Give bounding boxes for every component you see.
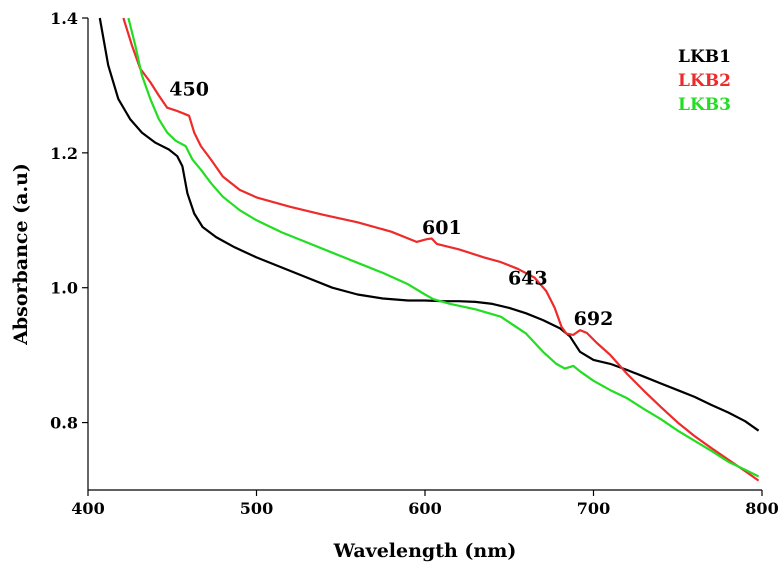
peak-annotation: 692 xyxy=(574,308,614,330)
series-line-lkb3 xyxy=(127,17,760,478)
x-tick-label: 500 xyxy=(240,499,273,518)
legend-label-lkb1: LKB1 xyxy=(678,47,731,67)
y-tick-label: 1.4 xyxy=(50,9,78,28)
legend-label-lkb2: LKB2 xyxy=(678,71,731,91)
x-tick-label: 700 xyxy=(577,499,610,518)
series-line-lkb1 xyxy=(98,17,760,432)
legend-label-lkb3: LKB3 xyxy=(678,95,731,115)
y-tick-label: 1.2 xyxy=(50,144,78,163)
x-tick-label: 400 xyxy=(71,499,104,518)
series-layer xyxy=(98,17,760,482)
ticks-layer: 400 500 600 700 800 0.8 1.0 1.2 1.4 xyxy=(50,9,779,518)
x-tick-label: 800 xyxy=(745,499,778,518)
y-tick-label: 1.0 xyxy=(50,279,78,298)
annotation-layer: 450 601 643 692 xyxy=(169,79,613,330)
y-axis-title: Absorbance (a.u) xyxy=(10,163,32,346)
series-line-lkb2 xyxy=(122,17,760,482)
peak-annotation: 643 xyxy=(508,267,548,289)
legend: LKB1 LKB2 LKB3 xyxy=(678,47,731,115)
x-tick-label: 600 xyxy=(408,499,441,518)
y-tick-label: 0.8 xyxy=(50,414,78,433)
peak-annotation: 450 xyxy=(169,79,209,101)
x-axis-title: Wavelength (nm) xyxy=(333,540,517,562)
peak-annotation: 601 xyxy=(422,217,462,239)
